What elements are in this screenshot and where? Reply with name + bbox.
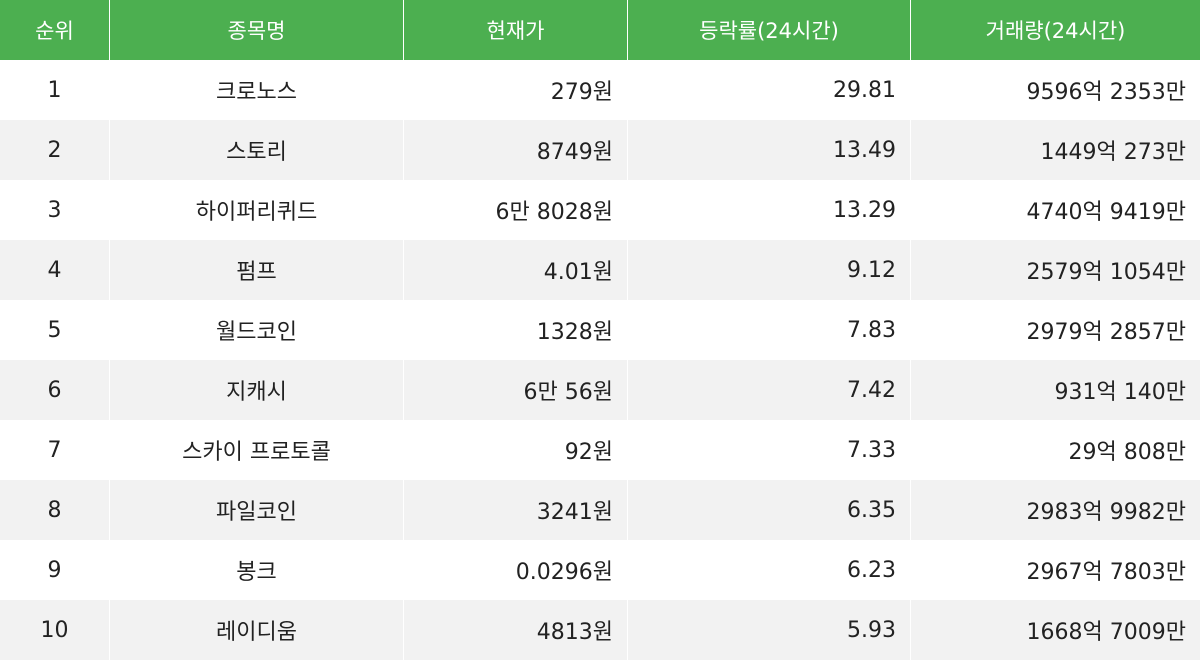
volume-cell: 931억 140만 [911, 360, 1200, 420]
volume-cell: 4740억 9419만 [911, 180, 1200, 240]
volume-cell: 2967억 7803만 [911, 540, 1200, 600]
table-body: 1 크로노스 279원 29.81 9596억 2353만 2 스토리 8749… [0, 60, 1200, 660]
price-cell: 3241원 [404, 480, 628, 540]
rank-cell: 10 [0, 600, 110, 660]
column-header-price: 현재가 [404, 0, 628, 60]
price-cell: 4813원 [404, 600, 628, 660]
coin-name-cell: 레이디움 [110, 600, 404, 660]
coin-name-cell: 스토리 [110, 120, 404, 180]
table-row: 9 봉크 0.0296원 6.23 2967억 7803만 [0, 540, 1200, 600]
price-cell: 6만 8028원 [404, 180, 628, 240]
change-rate-cell: 9.12 [628, 240, 911, 300]
volume-cell: 1449억 273만 [911, 120, 1200, 180]
rank-cell: 1 [0, 60, 110, 120]
change-rate-cell: 7.42 [628, 360, 911, 420]
price-cell: 6만 56원 [404, 360, 628, 420]
coin-name-cell: 봉크 [110, 540, 404, 600]
column-header-rank: 순위 [0, 0, 110, 60]
volume-cell: 29억 808만 [911, 420, 1200, 480]
volume-cell: 1668억 7009만 [911, 600, 1200, 660]
price-cell: 1328원 [404, 300, 628, 360]
header-row: 순위 종목명 현재가 등락률(24시간) 거래량(24시간) [0, 0, 1200, 60]
rank-cell: 2 [0, 120, 110, 180]
change-rate-cell: 7.33 [628, 420, 911, 480]
table-row: 2 스토리 8749원 13.49 1449억 273만 [0, 120, 1200, 180]
table-row: 7 스카이 프로토콜 92원 7.33 29억 808만 [0, 420, 1200, 480]
column-header-rate: 등락률(24시간) [628, 0, 911, 60]
price-cell: 279원 [404, 60, 628, 120]
rank-cell: 7 [0, 420, 110, 480]
coin-name-cell: 하이퍼리퀴드 [110, 180, 404, 240]
volume-cell: 2979억 2857만 [911, 300, 1200, 360]
change-rate-cell: 13.29 [628, 180, 911, 240]
rank-cell: 5 [0, 300, 110, 360]
rank-cell: 8 [0, 480, 110, 540]
table-row: 8 파일코인 3241원 6.35 2983억 9982만 [0, 480, 1200, 540]
change-rate-cell: 7.83 [628, 300, 911, 360]
table-row: 6 지캐시 6만 56원 7.42 931억 140만 [0, 360, 1200, 420]
table-row: 10 레이디움 4813원 5.93 1668억 7009만 [0, 600, 1200, 660]
rank-cell: 3 [0, 180, 110, 240]
coin-name-cell: 월드코인 [110, 300, 404, 360]
price-cell: 8749원 [404, 120, 628, 180]
rank-cell: 9 [0, 540, 110, 600]
price-cell: 92원 [404, 420, 628, 480]
table-row: 5 월드코인 1328원 7.83 2979억 2857만 [0, 300, 1200, 360]
column-header-volume: 거래량(24시간) [911, 0, 1200, 60]
change-rate-cell: 6.23 [628, 540, 911, 600]
coin-name-cell: 크로노스 [110, 60, 404, 120]
volume-cell: 9596억 2353만 [911, 60, 1200, 120]
volume-cell: 2983억 9982만 [911, 480, 1200, 540]
rank-cell: 6 [0, 360, 110, 420]
change-rate-cell: 29.81 [628, 60, 911, 120]
change-rate-cell: 13.49 [628, 120, 911, 180]
coin-name-cell: 파일코인 [110, 480, 404, 540]
price-cell: 4.01원 [404, 240, 628, 300]
table-row: 1 크로노스 279원 29.81 9596억 2353만 [0, 60, 1200, 120]
coin-name-cell: 펌프 [110, 240, 404, 300]
rank-cell: 4 [0, 240, 110, 300]
table-row: 4 펌프 4.01원 9.12 2579억 1054만 [0, 240, 1200, 300]
volume-cell: 2579억 1054만 [911, 240, 1200, 300]
price-cell: 0.0296원 [404, 540, 628, 600]
table-row: 3 하이퍼리퀴드 6만 8028원 13.29 4740억 9419만 [0, 180, 1200, 240]
change-rate-cell: 6.35 [628, 480, 911, 540]
coin-name-cell: 지캐시 [110, 360, 404, 420]
change-rate-cell: 5.93 [628, 600, 911, 660]
coin-name-cell: 스카이 프로토콜 [110, 420, 404, 480]
table-header: 순위 종목명 현재가 등락률(24시간) 거래량(24시간) [0, 0, 1200, 60]
column-header-name: 종목명 [110, 0, 404, 60]
